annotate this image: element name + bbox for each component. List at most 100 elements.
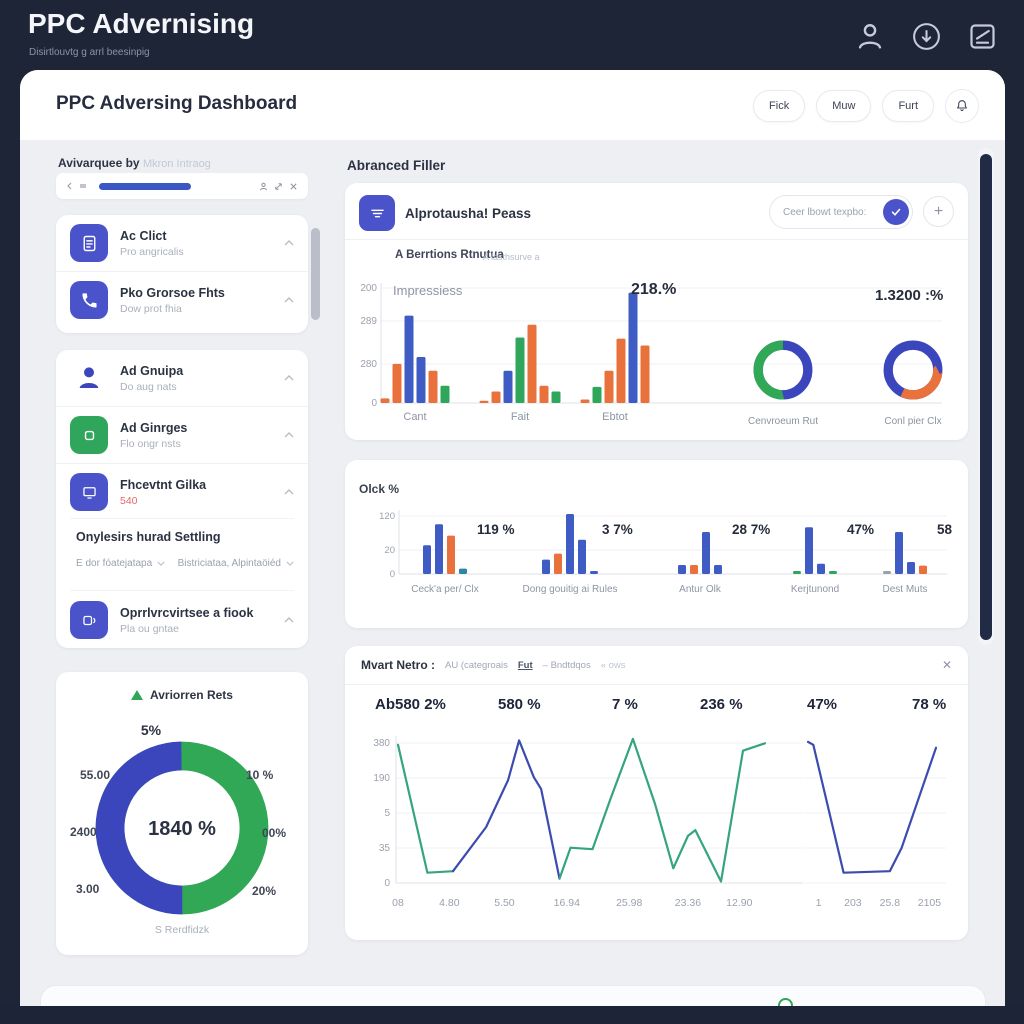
search-submit-button[interactable] xyxy=(883,199,909,225)
sidebar-item[interactable]: Oprrlvrcvirtsee a fiook Pla ou gntae xyxy=(56,592,308,648)
user-icon[interactable] xyxy=(852,18,888,54)
chevron-up-icon xyxy=(284,617,294,623)
svg-text:Fait: Fait xyxy=(511,411,529,423)
chevron-up-icon[interactable] xyxy=(284,297,294,303)
donut-label-right-1: 00% xyxy=(262,826,287,840)
download-icon[interactable] xyxy=(908,18,944,54)
svg-text:25.8: 25.8 xyxy=(880,897,901,909)
settings-heading: Onylesirs hurad Settling xyxy=(76,530,221,544)
svg-text:Ebtot: Ebtot xyxy=(602,411,628,423)
filter-item-2[interactable]: – Bndtdqos xyxy=(542,659,591,671)
divider xyxy=(70,590,294,591)
close-icon[interactable]: ✕ xyxy=(941,658,952,672)
app-title: PPC Advernising xyxy=(28,8,255,39)
sidebar-item-label: Pko Grorsoe Fhts xyxy=(120,285,225,300)
nav-tertiary-list: Oprrlvrcvirtsee a fiook Pla ou gntae xyxy=(56,592,308,648)
action-button-muw[interactable]: Muw xyxy=(816,90,872,122)
donut-card: Avriorren Rets 5% 55.00 2400 3.00 10 % 00% 20… xyxy=(56,672,308,955)
sidebar-item[interactable]: Pko Grorsoe Fhts Dow prot fhia xyxy=(56,271,308,328)
nav-icon-tile xyxy=(70,359,108,397)
nav-icon-tile xyxy=(70,281,108,319)
svg-text:5.50: 5.50 xyxy=(494,897,515,909)
sidebar-scrollbar-thumb[interactable] xyxy=(311,228,320,320)
divider xyxy=(345,239,968,240)
add-button[interactable]: + xyxy=(923,196,954,227)
svg-text:1: 1 xyxy=(816,897,822,909)
svg-text:23.36: 23.36 xyxy=(675,897,701,909)
action-button-fick[interactable]: Fick xyxy=(753,90,806,122)
dropdown-left-label: E dor fóatejatapa xyxy=(76,558,153,569)
card-subtitle: A Berrtions Rtnutua xyxy=(395,249,504,261)
svg-text:4.80: 4.80 xyxy=(439,897,460,909)
search-placeholder: Ceer lbowt texpbo: xyxy=(783,206,867,218)
compose-icon[interactable] xyxy=(964,18,1000,54)
book-icon xyxy=(82,615,95,625)
dropdown-left[interactable]: E dor fóatejatapa xyxy=(76,558,165,569)
sidebar-item[interactable]: Ad Gnuipa Do aug nats xyxy=(56,350,308,406)
dropdown-right[interactable]: Bistriciataa, Alpintaöiéd xyxy=(178,558,294,569)
svg-text:Antur Olk: Antur Olk xyxy=(679,584,722,595)
sidebar-item-sub: Do aug nats xyxy=(120,380,177,393)
chevron-down-icon xyxy=(286,561,294,566)
expand-icon[interactable] xyxy=(274,182,283,191)
dashboard-header: PPC Adversing Dashboard Fick Muw Furt xyxy=(20,70,1005,140)
nav-icon-tile xyxy=(70,473,108,511)
search-input[interactable]: Ceer lbowt texpbo: xyxy=(769,195,913,229)
svg-text:2105: 2105 xyxy=(918,897,942,909)
filter-item-0[interactable]: AU (categroais xyxy=(445,659,508,671)
filter-item-1[interactable]: Fut xyxy=(517,659,533,671)
dropdown-right-label: Bistriciataa, Alpintaöiéd xyxy=(177,558,281,569)
user-small-icon[interactable] xyxy=(259,182,268,191)
content-panel: PPC Adversing Dashboard Fick Muw Furt Aviv… xyxy=(20,70,1005,1024)
donut-chart-small xyxy=(753,340,813,400)
filter-icon xyxy=(370,209,384,217)
svg-text:5: 5 xyxy=(384,808,390,819)
chevron-up-icon[interactable] xyxy=(284,489,294,495)
donut-label-left-1: 2400 xyxy=(70,825,97,839)
nav-secondary-list: Ad Gnuipa Do aug nats Ad Ginrges Flo ongr n… xyxy=(56,350,308,520)
chevron-down-icon xyxy=(157,561,165,566)
monitor-icon xyxy=(82,486,96,499)
chart-annotation: Impressiess xyxy=(393,283,463,298)
sidebar-item[interactable]: Ad Ginrges Flo ongr nsts xyxy=(56,406,308,463)
svg-text:203: 203 xyxy=(844,897,862,909)
svg-text:380: 380 xyxy=(373,738,390,749)
click-rates-card: Olck % 120 20 0 119 % Ceck'a per/ Clx 3 7% Don… xyxy=(345,460,968,628)
sidebar-item-sub: Dow prot fhia xyxy=(120,302,182,315)
action-button-furt[interactable]: Furt xyxy=(882,90,934,122)
donut-chart-small xyxy=(883,340,943,400)
donut-label-top: 5% xyxy=(140,722,162,738)
chevron-up-icon[interactable] xyxy=(284,375,294,381)
donut-legend-label: Avriorren Rets xyxy=(150,688,233,702)
sidebar-item[interactable]: Ac Clict Pro angricalis xyxy=(56,215,308,271)
sidebar-item-sub: 540 xyxy=(120,494,138,507)
nav-icon-tile xyxy=(70,416,108,454)
chevron-up-icon[interactable] xyxy=(284,617,294,623)
svg-text:3 7%: 3 7% xyxy=(602,522,633,537)
widget-title-bold: Avivarquee by xyxy=(58,156,140,170)
donut-label-left-2: 3.00 xyxy=(76,882,100,896)
document-icon xyxy=(83,235,95,251)
notifications-button[interactable] xyxy=(945,89,979,123)
nav-icon-tile xyxy=(70,224,108,262)
sidebar-card-secondary: Ad Gnuipa Do aug nats Ad Ginrges Flo ongr n… xyxy=(56,350,308,648)
stat-value-4: 47% xyxy=(807,696,838,713)
close-icon[interactable] xyxy=(289,182,298,191)
bell-icon xyxy=(954,98,970,114)
chevron-up-icon[interactable] xyxy=(284,240,294,246)
divider xyxy=(345,684,968,685)
stat-value-3: 236 % xyxy=(700,696,743,713)
filter-item-3[interactable]: « ows xyxy=(600,659,626,671)
donut-label-right-0: 10 % xyxy=(246,768,274,782)
donut-center-value: 1840 % xyxy=(148,818,216,840)
chevron-up-icon[interactable] xyxy=(284,432,294,438)
svg-text:Dest Muts: Dest Muts xyxy=(882,584,927,595)
sidebar-item[interactable]: Fhcevtnt Gilka 540 xyxy=(56,463,308,520)
equals-icon[interactable] xyxy=(79,182,87,190)
svg-text:Dong gouitig ai Rules: Dong gouitig ai Rules xyxy=(522,584,617,595)
scrollbar-thumb[interactable] xyxy=(980,154,992,640)
chart-annotation-mid: 218.% xyxy=(631,281,677,298)
filter-list: AU (categroais Fut – Bndtdqos « ows xyxy=(445,660,626,671)
svg-text:119 %: 119 % xyxy=(477,522,515,537)
back-icon[interactable] xyxy=(66,182,74,190)
